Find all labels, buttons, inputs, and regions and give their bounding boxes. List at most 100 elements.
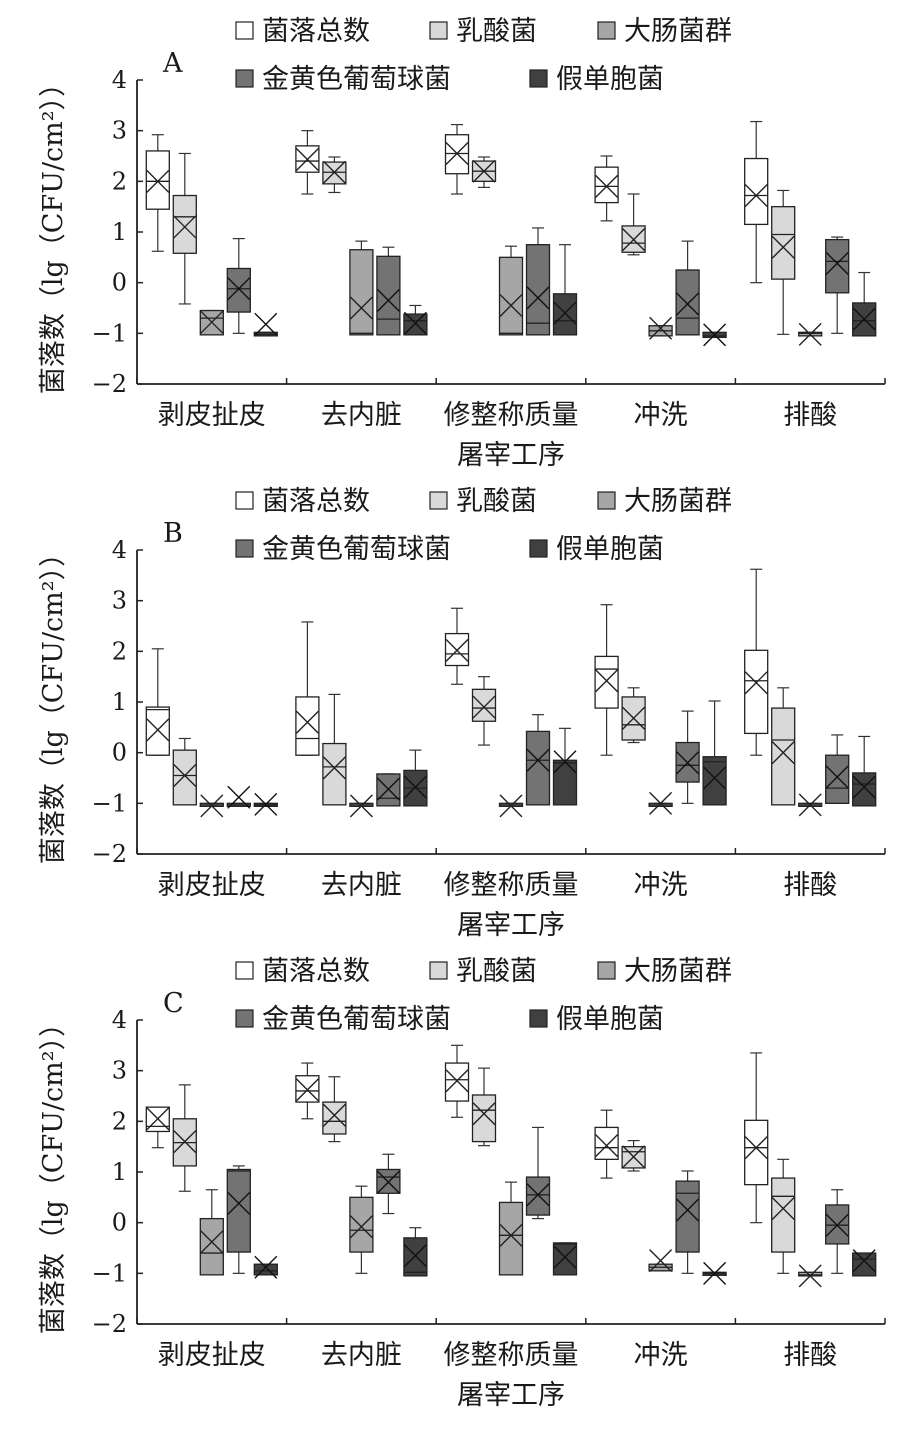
mean-marker	[622, 228, 646, 252]
box-iqr	[552, 293, 578, 336]
mean-marker	[173, 1130, 197, 1154]
box-plot	[648, 791, 673, 815]
mean-marker	[349, 794, 373, 818]
mean-marker	[403, 1244, 427, 1268]
box-plot	[702, 700, 727, 806]
mean-marker	[622, 706, 646, 730]
box-iqr	[172, 749, 197, 806]
y-tick-label: −1	[92, 789, 127, 817]
mean-marker	[595, 1134, 619, 1158]
box-iqr	[145, 150, 170, 210]
box-plot	[825, 734, 850, 804]
legend-swatch	[235, 1009, 254, 1028]
box-iqr	[744, 1119, 769, 1186]
box-plot	[444, 123, 470, 195]
x-axis-title: 屠宰工序	[457, 440, 565, 471]
mean-marker	[798, 322, 822, 346]
legend-swatch	[529, 69, 548, 88]
mean-marker	[825, 251, 849, 275]
box-iqr	[825, 754, 850, 804]
mean-marker	[703, 323, 727, 347]
y-tick-label: 0	[112, 1209, 127, 1237]
box-iqr	[771, 206, 796, 280]
box-plot	[648, 316, 673, 340]
legend-label: 金黄色葡萄球菌	[262, 534, 451, 565]
box-plot	[771, 687, 796, 806]
box-plot	[525, 227, 551, 336]
y-tick-label: 2	[112, 637, 127, 665]
box-iqr	[349, 1196, 374, 1253]
x-tick-label: 去内脏	[321, 1340, 402, 1371]
mean-marker	[376, 1170, 400, 1194]
mean-marker	[376, 777, 400, 801]
legend-swatch	[235, 69, 254, 88]
box-plot	[199, 1189, 224, 1276]
box-plot	[172, 737, 197, 806]
box-plot	[322, 156, 347, 194]
box-plot	[199, 309, 224, 336]
box-plot	[744, 568, 769, 756]
box-plot	[498, 245, 524, 336]
legend-swatch	[429, 961, 448, 980]
mean-marker	[595, 669, 619, 693]
box-plot	[444, 1044, 470, 1118]
legend-swatch	[597, 21, 616, 40]
box-iqr	[498, 1201, 524, 1276]
box-plot	[295, 130, 320, 195]
box-iqr	[145, 706, 170, 756]
legend-swatch	[235, 491, 254, 510]
legend-label: 大肠菌群	[624, 16, 732, 47]
box-iqr	[525, 1176, 551, 1216]
legend-swatch	[235, 539, 254, 558]
box-iqr	[744, 649, 769, 735]
box-plot	[798, 322, 823, 346]
box-plot	[525, 714, 551, 806]
legend-label: 乳酸菌	[456, 486, 537, 517]
mean-marker	[295, 1078, 319, 1102]
legend-label: 假单胞菌	[556, 1004, 664, 1035]
mean-marker	[798, 1264, 822, 1288]
box-plot	[471, 156, 497, 189]
y-tick-label: 3	[112, 1057, 127, 1085]
box-plot	[621, 687, 646, 744]
box-plot	[403, 304, 428, 336]
box-plot	[145, 648, 170, 756]
legend-label: 菌落总数	[262, 16, 370, 47]
box-plot	[322, 1076, 347, 1143]
panel-label: A	[162, 48, 183, 79]
x-tick-label: 剥皮扯皮	[158, 400, 266, 431]
mean-marker	[703, 1261, 727, 1285]
x-tick-label: 剥皮扯皮	[158, 870, 266, 901]
mean-marker	[852, 1249, 876, 1273]
legend-swatch	[235, 961, 254, 980]
mean-marker	[798, 793, 822, 817]
mean-marker	[771, 1196, 795, 1220]
legend-label: 乳酸菌	[456, 16, 537, 47]
x-tick-label: 排酸	[783, 1340, 837, 1371]
mean-marker	[227, 785, 251, 809]
legend-swatch	[529, 539, 548, 558]
box-iqr	[226, 1168, 251, 1253]
legend-swatch	[235, 21, 254, 40]
mean-marker	[376, 288, 400, 312]
mean-marker	[227, 1191, 251, 1215]
legend-label: 金黄色葡萄球菌	[262, 64, 451, 95]
mean-marker	[146, 1107, 170, 1131]
box-iqr	[172, 194, 197, 254]
legend-label: 大肠菌群	[624, 486, 732, 517]
box-plot	[498, 794, 524, 818]
box-plot	[376, 1153, 401, 1215]
mean-marker	[526, 1183, 550, 1207]
mean-marker	[649, 316, 673, 340]
box-plot	[621, 1139, 646, 1172]
y-axis-title: 菌落数（lg（CFU/cm²））	[38, 1010, 69, 1334]
x-axis-title: 屠宰工序	[457, 1380, 565, 1411]
panel-label: B	[163, 518, 183, 549]
box-plot	[771, 1158, 796, 1274]
box-plot	[552, 727, 578, 806]
mean-marker	[499, 1223, 523, 1247]
box-plot	[702, 323, 727, 347]
box-iqr	[253, 1263, 278, 1276]
box-iqr	[852, 772, 877, 807]
